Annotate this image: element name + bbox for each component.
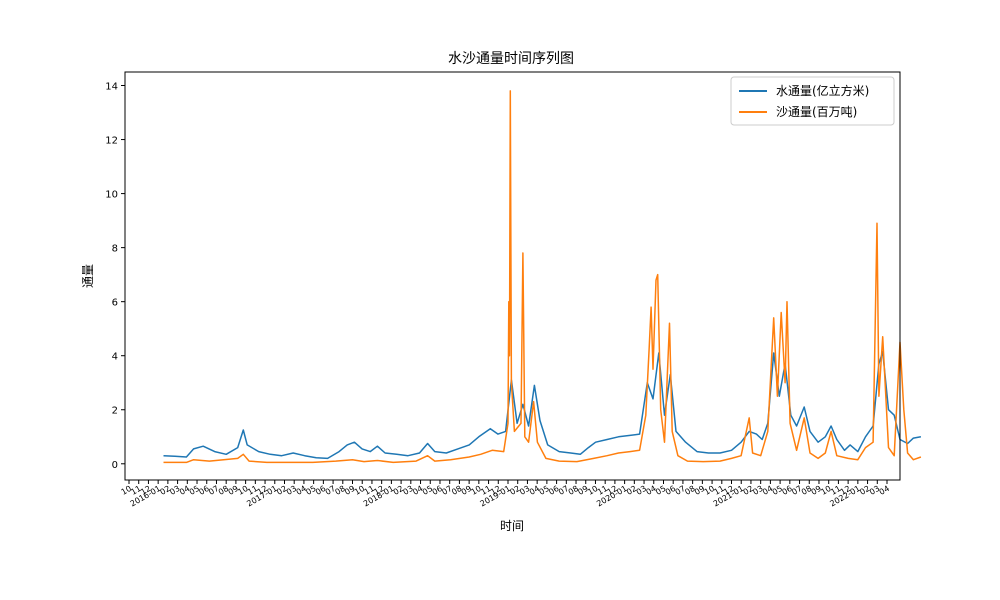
- x-tick-label: 03: [635, 484, 648, 497]
- x-tick-label: 12: [606, 484, 619, 497]
- x-tick-label: 04: [644, 484, 657, 497]
- x-tick-label: 04: [878, 484, 891, 497]
- plot-frame: [124, 71, 901, 481]
- x-tick-label: 06: [314, 484, 327, 497]
- x-tick-label: 02: [625, 484, 638, 497]
- x-tick-label: 06: [664, 484, 677, 497]
- x-tick-label: 05: [538, 484, 551, 497]
- x-tick-label: 10: [586, 484, 599, 497]
- x-tick-label: 06: [780, 484, 793, 497]
- x-tick-label: 11: [479, 484, 492, 497]
- x-tick-label: 08: [450, 484, 463, 497]
- x-tick-label: 02: [275, 484, 288, 497]
- x-tick-label: 06: [431, 484, 444, 497]
- x-tick-label: 10: [236, 484, 249, 497]
- y-tick-label: 2: [112, 406, 118, 417]
- x-tick-label: 05: [421, 484, 434, 497]
- legend-label-sediment: 沙通量(百万吨): [776, 105, 857, 119]
- y-tick-label: 10: [105, 190, 118, 201]
- x-tick-label: 06: [547, 484, 560, 497]
- x-tick-label: 03: [168, 484, 181, 497]
- y-axis-label: 通量: [81, 264, 95, 288]
- x-tick-label: 08: [217, 484, 230, 497]
- x-tick-label: 10: [703, 484, 716, 497]
- plot-area: [163, 90, 922, 464]
- x-tick-label: 11: [129, 484, 142, 497]
- x-tick-label: 04: [411, 484, 424, 497]
- legend-label-water: 水通量(亿立方米): [776, 83, 869, 98]
- x-tick-label: 07: [674, 484, 687, 497]
- x-tick-label: 03: [868, 484, 881, 497]
- x-tick-label: 02: [159, 484, 172, 497]
- series-line-water: [163, 350, 922, 460]
- x-axis-label: 时间: [500, 519, 524, 533]
- x-tick-label: 12: [489, 484, 502, 497]
- x-tick-label: 09: [810, 484, 823, 497]
- x-tick-label: 09: [227, 484, 240, 497]
- x-tick-label: 10: [819, 484, 832, 497]
- x-tick-label: 10: [470, 484, 483, 497]
- y-tick-label: 6: [112, 298, 118, 309]
- x-tick-label: 09: [693, 484, 706, 497]
- x-tick-label: 08: [800, 484, 813, 497]
- x-tick-label: 02: [858, 484, 871, 497]
- x-tick-label: 03: [518, 484, 531, 497]
- x-tick-label: 04: [295, 484, 308, 497]
- legend: 水通量(亿立方米) 沙通量(百万吨): [730, 76, 895, 126]
- x-tick-label: 07: [440, 484, 453, 497]
- x-tick-label: 11: [712, 484, 725, 497]
- y-tick-label: 8: [112, 244, 118, 255]
- x-tick-label: 08: [333, 484, 346, 497]
- x-tick-label: 06: [197, 484, 210, 497]
- x-tick-label: 07: [324, 484, 337, 497]
- x-tick-label: 07: [790, 484, 803, 497]
- x-tick-label: 12: [256, 484, 269, 497]
- x-tick-label: 11: [246, 484, 259, 497]
- x-tick-label: 09: [576, 484, 589, 497]
- y-tick-label: 0: [112, 460, 118, 471]
- x-tick-label: 04: [178, 484, 191, 497]
- y-tick-label: 12: [105, 136, 118, 147]
- x-tick-label: 05: [771, 484, 784, 497]
- x-tick-label: 10: [353, 484, 366, 497]
- x-tick-label: 07: [557, 484, 570, 497]
- x-tick-label: 05: [654, 484, 667, 497]
- chart-title: 水沙通量时间序列图: [448, 51, 574, 67]
- x-tick-label: 02: [392, 484, 405, 497]
- legend-box: [730, 76, 895, 126]
- x-tick-label: 02: [508, 484, 521, 497]
- x-tick-label: 05: [188, 484, 201, 497]
- x-tick-label: 07: [207, 484, 220, 497]
- x-tick-label: 05: [304, 484, 317, 497]
- x-tick-label: 02: [742, 484, 755, 497]
- x-tick-label: 03: [751, 484, 764, 497]
- x-tick-label: 12: [372, 484, 385, 497]
- x-tick-label: 08: [567, 484, 580, 497]
- x-tick-label: 10: [120, 484, 133, 497]
- x-tick-label: 08: [683, 484, 696, 497]
- x-tick-label: 11: [363, 484, 376, 497]
- x-tick-label: 09: [343, 484, 356, 497]
- x-tick-label: 09: [460, 484, 473, 497]
- x-tick-label: 12: [839, 484, 852, 497]
- x-tick-label: 04: [528, 484, 541, 497]
- y-tick-label: 14: [105, 82, 118, 93]
- x-axis: 1011122016-0102030405060708091011122017-…: [120, 480, 891, 508]
- x-tick-label: 04: [761, 484, 774, 497]
- x-tick-label: 03: [285, 484, 298, 497]
- y-tick-label: 4: [112, 352, 118, 363]
- x-tick-label: 12: [139, 484, 152, 497]
- x-tick-label: 12: [722, 484, 735, 497]
- x-tick-label: 03: [401, 484, 414, 497]
- y-axis: 0 2 4 6 8 10 12 14: [105, 82, 125, 471]
- x-tick-label: 11: [829, 484, 842, 497]
- series-line-sediment: [163, 90, 922, 464]
- x-tick-label: 11: [596, 484, 609, 497]
